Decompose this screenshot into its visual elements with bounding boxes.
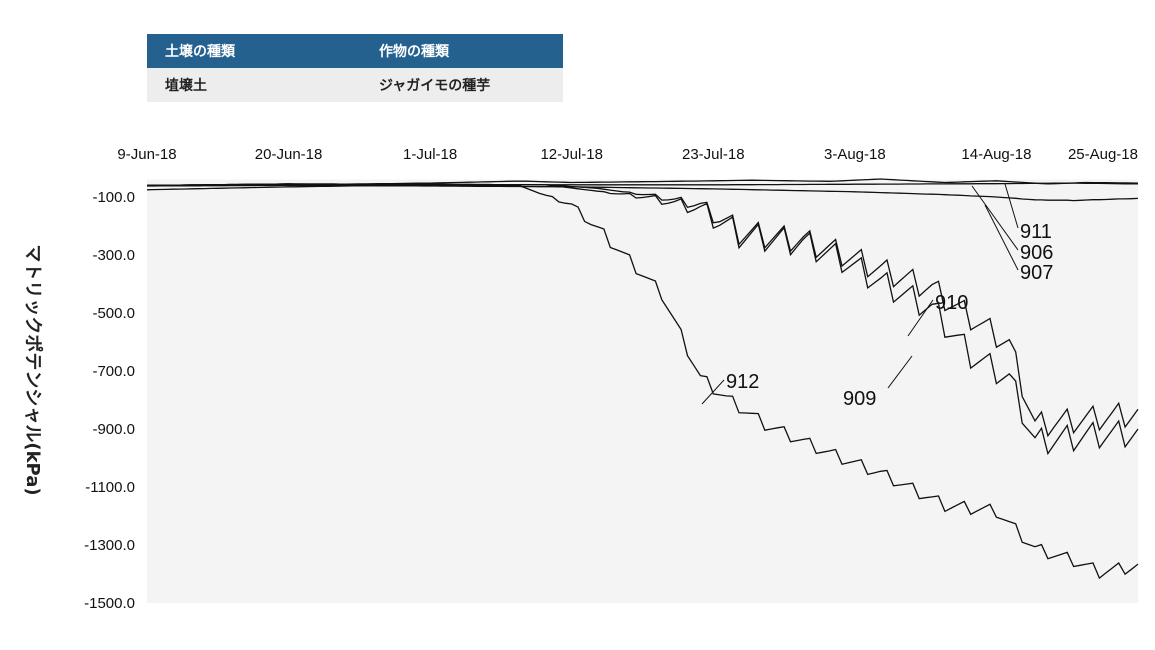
series-line-912: [146, 184, 1139, 580]
x-axis-ticks: 9-Jun-18 20-Jun-18 1-Jul-18 12-Jul-18 23-Jul…: [117, 146, 1138, 163]
x-tick-label: 9-Jun-18: [117, 146, 176, 163]
y-tick-label: -500.0: [92, 305, 135, 322]
y-tick-label: -1300.0: [84, 537, 135, 554]
y-axis-ticks: -100.0 -300.0 -500.0 -700.0 -900.0 -1100.0 -13…: [84, 189, 135, 612]
y-tick-label: -1100.0: [85, 479, 135, 496]
y-tick-label: -900.0: [92, 421, 135, 438]
series-leader-line: [984, 204, 1019, 271]
series-label: 910: [935, 292, 968, 314]
y-tick-label: -300.0: [92, 247, 135, 264]
series-label: 911: [1020, 221, 1052, 243]
series-leader-line: [907, 299, 934, 337]
y-axis-label: マトリックポテンシャル(kPa): [22, 244, 44, 495]
y-tick-label: -1500.0: [84, 595, 135, 612]
x-tick-label: 3-Aug-18: [824, 146, 886, 163]
series-leader-line: [971, 185, 1019, 251]
plot-area: [147, 179, 1138, 603]
soil-type-header: 土壌の種類: [147, 34, 361, 68]
x-tick-label: 12-Jul-18: [540, 146, 603, 163]
series-leader-line: [887, 355, 913, 389]
series-line-907: [147, 184, 1139, 202]
crop-type-value: ジャガイモの種芋: [361, 68, 563, 102]
y-tick-label: -100.0: [92, 189, 135, 206]
series-label: 909: [843, 388, 876, 410]
y-tick-label: -700.0: [92, 363, 135, 380]
series-label: 906: [1020, 242, 1053, 264]
x-tick-label: 14-Aug-18: [961, 146, 1031, 163]
series-label: 912: [726, 371, 759, 393]
series-leader-line: [701, 379, 725, 405]
series-lines: [146, 178, 1139, 580]
info-table: 土壌の種類 作物の種類 埴壌土 ジャガイモの種芋: [147, 34, 563, 102]
x-tick-label: 25-Aug-18: [1068, 146, 1138, 163]
x-tick-label: 20-Jun-18: [255, 146, 323, 163]
x-tick-label: 23-Jul-18: [682, 146, 745, 163]
soil-type-value: 埴壌土: [147, 68, 361, 102]
series-line-909: [146, 183, 1139, 456]
x-tick-label: 1-Jul-18: [403, 146, 457, 163]
series-label: 907: [1020, 262, 1053, 284]
info-table-header-row: 土壌の種類 作物の種類: [147, 34, 563, 68]
series-leader-line: [1004, 183, 1019, 229]
crop-type-header: 作物の種類: [361, 34, 563, 68]
info-table-value-row: 埴壌土 ジャガイモの種芋: [147, 68, 563, 102]
